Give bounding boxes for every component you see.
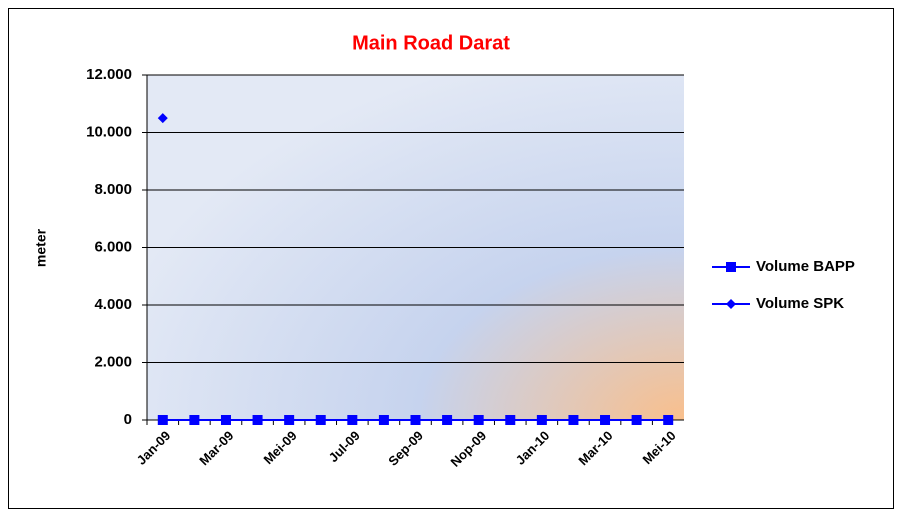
data-point	[220, 415, 231, 425]
y-axis-label: meter	[33, 228, 49, 267]
data-point	[157, 113, 168, 124]
data-point	[284, 415, 295, 425]
data-point	[252, 415, 263, 425]
legend-label: Volume BAPP	[756, 258, 855, 275]
data-point	[663, 415, 674, 425]
y-tick-label: 10.000	[86, 123, 132, 140]
data-point	[378, 415, 389, 425]
data-point	[631, 415, 642, 425]
y-tick-label: 12.000	[86, 66, 132, 83]
data-point	[505, 415, 516, 425]
y-tick-label: 2.000	[94, 353, 132, 370]
chart-title: Main Road Darat	[352, 32, 510, 54]
data-point	[347, 415, 358, 425]
legend-marker	[726, 262, 736, 272]
y-tick-label: 6.000	[94, 238, 132, 255]
legend-marker	[726, 299, 736, 309]
data-point	[315, 415, 326, 425]
data-point	[568, 415, 579, 425]
data-point	[473, 415, 484, 425]
data-point	[410, 415, 421, 425]
legend-label: Volume SPK	[756, 295, 844, 312]
data-point	[189, 415, 200, 425]
data-point	[442, 415, 453, 425]
data-point	[600, 415, 611, 425]
y-tick-label: 4.000	[94, 296, 132, 313]
data-point	[157, 415, 168, 425]
data-point	[536, 415, 547, 425]
y-tick-label: 0	[124, 411, 132, 428]
y-tick-label: 8.000	[94, 181, 132, 198]
